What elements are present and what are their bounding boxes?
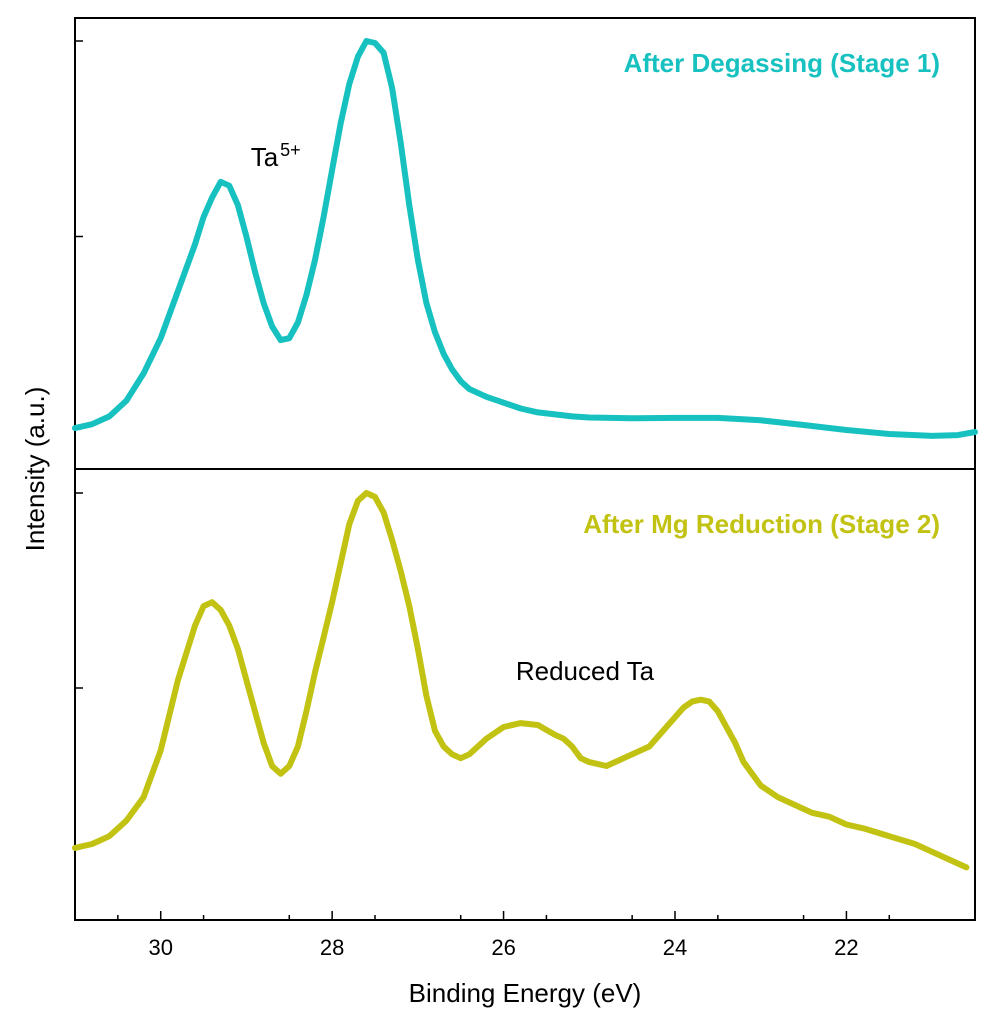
panel-title-stage2: After Mg Reduction (Stage 2) xyxy=(583,509,940,539)
panel-title-stage1: After Degassing (Stage 1) xyxy=(624,48,940,78)
annotation-reduced-ta: Reduced Ta xyxy=(516,656,655,686)
annotation-ta5plus: Ta 5+ xyxy=(251,140,301,172)
x-tick-label: 22 xyxy=(834,935,858,960)
x-tick-label: 24 xyxy=(663,935,687,960)
annotation-ta5plus-base: Ta xyxy=(251,142,279,172)
y-ticks-stage1 xyxy=(75,40,83,238)
y-axis-title: Intensity (a.u.) xyxy=(20,387,50,552)
x-tick-label: 26 xyxy=(491,935,515,960)
series-line-stage1 xyxy=(72,38,978,439)
x-axis-ticks: 30 28 26 24 22 xyxy=(117,911,976,960)
panel-stage1: After Degassing (Stage 1) Ta 5+ xyxy=(72,38,978,439)
x-tick-label: 28 xyxy=(320,935,344,960)
panel-stage2: After Mg Reduction (Stage 2) Reduced Ta xyxy=(72,490,970,871)
x-tick-label: 30 xyxy=(148,935,172,960)
annotation-ta5plus-sup: 5+ xyxy=(280,140,301,160)
y-ticks-stage2 xyxy=(75,492,83,689)
series-line-stage2 xyxy=(72,490,970,871)
x-axis-title: Binding Energy (eV) xyxy=(409,978,642,1008)
